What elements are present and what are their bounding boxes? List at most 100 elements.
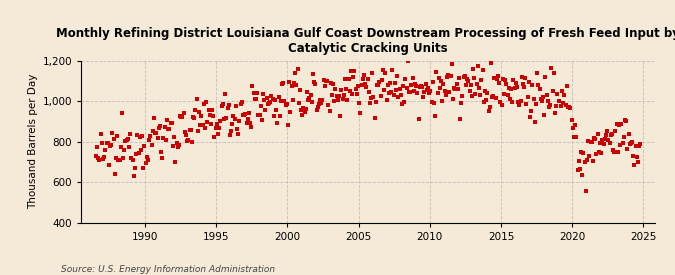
Point [543,99,554,103]
Point [410,82,421,86]
Point [538,95,549,100]
Point [177,114,188,119]
Point [389,81,400,86]
Point [399,100,410,104]
Point [315,98,325,103]
Point [156,149,167,154]
Point [173,143,184,147]
Point [481,98,491,102]
Point [340,76,350,81]
Point [150,131,161,135]
Point [386,89,397,94]
Point [344,89,355,94]
Point [589,136,599,140]
Point [302,90,313,94]
Point [294,101,304,105]
Point [241,120,252,125]
Point [491,77,502,81]
Point [165,121,176,125]
Point [256,118,267,122]
Point [576,149,587,154]
Point [138,166,148,170]
Point [628,154,639,158]
Point [225,133,236,138]
Point [234,119,245,123]
Point [238,112,248,117]
Point [568,135,579,139]
Point [407,76,418,81]
Point [161,118,172,123]
Point [621,118,632,123]
Point [225,129,236,133]
Point [128,174,139,178]
Point [518,85,529,89]
Point [560,102,571,107]
Point [195,123,206,128]
Point [90,153,101,158]
Point [438,81,449,86]
Point [188,114,198,119]
Point [140,161,151,165]
Point [571,135,582,139]
Point [451,82,462,86]
Point [411,84,422,89]
Point [549,111,560,115]
Point [203,108,214,112]
Point [570,123,580,127]
Point [616,122,627,127]
Point [159,125,170,129]
Point [338,93,349,97]
Point [499,92,510,97]
Point [152,135,163,140]
Point [329,99,340,103]
Point [624,141,635,146]
Point [533,83,544,87]
Point [474,86,485,90]
Point [546,66,557,70]
Point [232,127,242,131]
Point [366,96,377,100]
Point [496,103,507,108]
Point [125,132,136,136]
Point [545,103,556,108]
Point [197,123,208,128]
Point [488,93,499,98]
Point [306,100,317,104]
Point [559,93,570,97]
Point [100,148,111,153]
Point [356,83,367,87]
Point [240,112,250,116]
Point [383,91,394,95]
Point [377,78,387,82]
Point [435,79,446,83]
Point [585,140,596,145]
Point [235,102,246,106]
Point [506,87,516,92]
Point [400,77,411,82]
Point [163,127,173,131]
Point [416,85,427,90]
Point [182,138,192,143]
Point [342,98,353,102]
Point [452,86,463,91]
Point [457,94,468,98]
Point [430,114,441,119]
Point [300,107,311,111]
Point [577,173,588,178]
Point [553,99,564,103]
Point [196,114,207,118]
Point [330,86,341,91]
Point [539,113,549,117]
Point [172,145,183,149]
Point [269,97,280,102]
Point [151,130,162,135]
Point [148,116,159,121]
Point [543,105,554,109]
Point [291,83,302,87]
Point [166,121,177,125]
Point [244,111,254,115]
Point [267,97,278,101]
Point [213,132,223,136]
Point [261,96,272,101]
Point [485,105,495,109]
